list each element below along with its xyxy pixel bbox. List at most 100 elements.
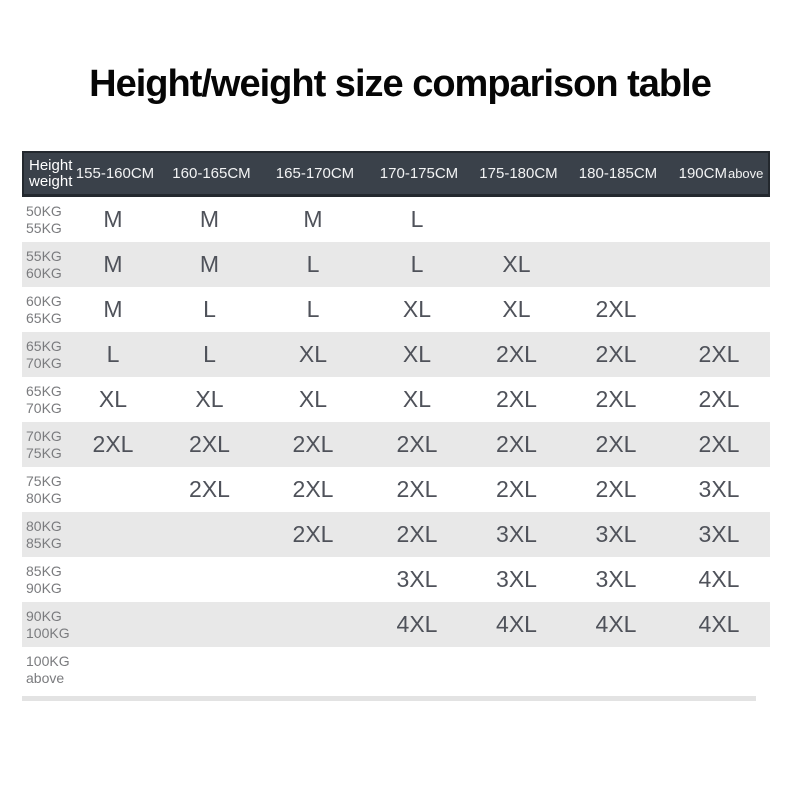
weight-range-label: 65KG 70KG xyxy=(22,338,68,372)
column-header-190-above: 190CMabove xyxy=(678,165,764,182)
size-cell: 2XL xyxy=(595,341,637,367)
size-cell: L xyxy=(306,251,320,277)
weight-range-line: 65KG xyxy=(26,337,62,354)
weight-range-line: 85KG xyxy=(26,534,62,551)
corner-header-line2: weight xyxy=(29,172,73,190)
weight-range-label: 100KG above xyxy=(22,652,70,687)
size-cell: 3XL xyxy=(698,521,740,547)
weight-range-line: 55KG xyxy=(26,247,62,264)
table-row: 85KG 90KG 3XL 3XL 3XL 4XL xyxy=(22,557,770,602)
size-cell: 3XL xyxy=(496,566,537,592)
weight-range-line: 75KG xyxy=(26,472,62,489)
size-cell: 3XL xyxy=(698,476,740,502)
size-cell: 4XL xyxy=(496,611,537,637)
column-header-180-185: 180-185CM xyxy=(578,165,658,182)
table-row: 80KG 85KG 2XL 2XL 3XL 3XL 3XL xyxy=(22,512,770,557)
table-row: 70KG 75KG 2XL 2XL 2XL 2XL 2XL 2XL 2XL xyxy=(22,422,770,467)
column-header-suffix: above xyxy=(727,166,764,181)
size-cell: 2XL xyxy=(292,476,334,502)
size-cell: 2XL xyxy=(595,476,637,502)
size-cell: XL xyxy=(298,341,328,367)
size-cell: 4XL xyxy=(698,566,740,592)
size-cell: 2XL xyxy=(595,431,637,457)
size-cell: 2XL xyxy=(496,476,537,502)
size-cell: 2XL xyxy=(595,386,637,412)
size-cell: 3XL xyxy=(595,566,637,592)
size-cell: 2XL xyxy=(698,341,740,367)
weight-range-label: 75KG 80KG xyxy=(22,473,68,507)
column-header-170-175: 170-175CM xyxy=(379,165,459,182)
weight-range-label: 60KG 65KG xyxy=(22,293,68,327)
column-header-165-170: 165-170CM xyxy=(275,165,355,182)
table-row: 100KG above xyxy=(22,647,770,692)
size-cell: 3XL xyxy=(595,521,637,547)
weight-range-line: 70KG xyxy=(26,427,62,444)
weight-range-line: 65KG xyxy=(26,382,62,399)
table-body: 50KG 55KG M M M L 55KG 60KG M M L L XL 60KG 65KG M L L XL X… xyxy=(22,197,770,692)
size-cell: XL xyxy=(195,386,224,412)
size-cell: XL xyxy=(98,386,128,412)
weight-range-line: above xyxy=(26,669,65,686)
size-cell: 2XL xyxy=(92,431,134,457)
weight-range-line: 70KG xyxy=(26,354,62,371)
size-cell: 2XL xyxy=(292,431,334,457)
table-row: 90KG 100KG 4XL 4XL 4XL 4XL xyxy=(22,602,770,647)
size-cell: M xyxy=(103,251,123,277)
weight-range-line: 85KG xyxy=(26,562,62,579)
size-cell: 2XL xyxy=(496,431,537,457)
weight-range-line: 65KG xyxy=(26,309,62,326)
corner-header-line1: Height xyxy=(29,156,73,174)
table-row: 50KG 55KG M M M L xyxy=(22,197,770,242)
weight-range-line: 60KG xyxy=(26,264,62,281)
weight-range-label: 70KG 75KG xyxy=(22,428,68,462)
size-cell: L xyxy=(410,206,424,232)
size-cell: XL xyxy=(402,341,432,367)
size-cell: 2XL xyxy=(189,476,230,502)
size-cell: M xyxy=(103,296,123,322)
size-cell: 2XL xyxy=(698,431,740,457)
size-cell: XL xyxy=(402,386,432,412)
weight-range-label: 55KG 60KG xyxy=(22,248,68,282)
size-cell: 3XL xyxy=(496,521,537,547)
weight-range-label: 85KG 90KG xyxy=(22,563,68,597)
size-cell: L xyxy=(203,296,216,322)
table-row: 55KG 60KG M M L L XL xyxy=(22,242,770,287)
weight-range-label: 90KG 100KG xyxy=(22,608,70,642)
size-cell: 2XL xyxy=(396,521,438,547)
weight-range-line: 80KG xyxy=(26,517,62,534)
size-cell: 2XL xyxy=(595,296,637,322)
size-cell: XL xyxy=(502,296,531,322)
weight-range-line: 100KG xyxy=(26,652,70,669)
size-cell: 3XL xyxy=(396,566,438,592)
size-cell: M xyxy=(199,251,220,277)
weight-range-line: 75KG xyxy=(26,444,62,461)
size-comparison-table: Height weight 155-160CM 160-165CM 165-17… xyxy=(22,151,770,692)
size-cell: 2XL xyxy=(698,386,740,412)
weight-range-label: 65KG 70KG xyxy=(22,383,68,417)
size-cell: 2XL xyxy=(292,521,334,547)
size-cell: XL xyxy=(298,386,328,412)
weight-range-label: 50KG 55KG xyxy=(22,203,68,237)
corner-header: Height weight xyxy=(24,156,73,190)
table-row: 65KG 70KG XL XL XL XL 2XL 2XL 2XL xyxy=(22,377,770,422)
size-cell: L xyxy=(203,341,216,367)
size-cell: 2XL xyxy=(496,386,537,412)
weight-range-label: 80KG 85KG xyxy=(22,518,68,552)
size-cell: M xyxy=(199,206,220,232)
bottom-divider xyxy=(22,696,756,701)
weight-range-line: 90KG xyxy=(26,579,62,596)
table-row: 75KG 80KG 2XL 2XL 2XL 2XL 2XL 3XL xyxy=(22,467,770,512)
page-title: Height/weight size comparison table xyxy=(89,63,712,105)
weight-range-line: 100KG xyxy=(26,624,70,641)
size-cell: M xyxy=(303,206,323,232)
size-cell: 2XL xyxy=(396,431,438,457)
column-header-160-165: 160-165CM xyxy=(172,165,251,182)
size-cell: 4XL xyxy=(595,611,637,637)
weight-range-line: 60KG xyxy=(26,292,62,309)
column-header-175-180: 175-180CM xyxy=(479,165,558,182)
weight-range-line: 55KG xyxy=(26,219,62,236)
weight-range-line: 50KG xyxy=(26,202,62,219)
column-header-155-160: 155-160CM xyxy=(75,165,155,182)
size-cell: 2XL xyxy=(396,476,438,502)
